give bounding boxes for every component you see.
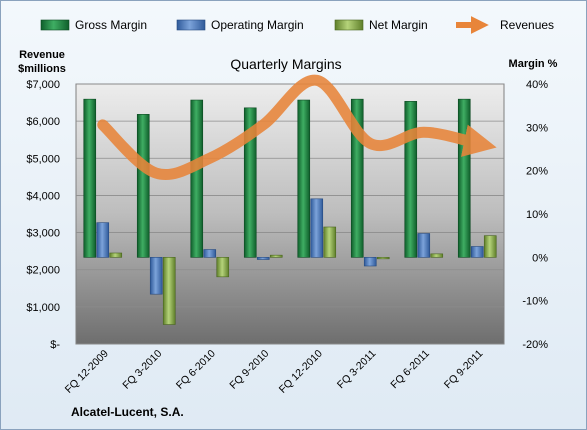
net-margin-bar [323,226,337,258]
category-label: FQ 3-2011 [335,348,379,392]
legend-label: Operating Margin [211,18,304,32]
legend-label: Gross Margin [75,18,147,32]
operating-margin-bar [310,198,324,258]
bars [83,98,497,325]
category-label: FQ 9-2010 [227,348,271,392]
legend-label: Net Margin [369,18,428,32]
right-axis-tick: -10% [522,296,548,308]
net-margin-bar [376,257,390,260]
right-axis-tick: 0% [532,252,548,264]
operating-margin-bar [363,257,377,267]
gross-margin-bar [83,98,97,258]
company-name: Alcatel-Lucent, S.A. [71,405,184,419]
net-margin-bar [162,257,176,325]
left-axis-tick: $- [50,339,60,351]
operating-margin-bar [96,222,110,258]
operating-margin-bar [256,257,270,260]
operating-margin-bar [203,249,217,258]
revenue-line [97,74,497,180]
legend-swatch [176,19,206,31]
gross-margin-bar [457,98,471,258]
legend: Gross Margin Operating Margin Net Margin Re… [40,16,554,34]
category-label: FQ 6-2011 [388,348,432,392]
net-margin-bar [483,235,497,258]
left-axis-tick: $5,000 [26,153,60,165]
left-axis-tick: $6,000 [26,116,60,128]
category-label: FQ 12-2009 [63,348,111,396]
legend-swatch [40,19,70,31]
chart-title: Quarterly Margins [230,56,341,72]
net-margin-bar [430,253,444,258]
legend-swatch [334,19,364,31]
left-axis-tick: $2,000 [26,265,60,277]
left-axis-tick: $3,000 [26,228,60,240]
left-axis-tick: $4,000 [26,190,60,202]
gross-margin-bar [404,101,418,258]
operating-margin-bar [149,257,163,295]
right-axis-tick: 20% [526,166,548,178]
right-axis-tick: 10% [526,209,548,221]
operating-margin-bar [470,246,484,258]
right-axis-tick: 30% [526,122,548,134]
gross-margin-bar [243,107,257,258]
gross-margin-bar [190,99,204,258]
operating-margin-bar [417,233,431,258]
left-axis-tick: $1,000 [26,302,60,314]
net-margin-bar [216,257,230,278]
net-margin-bar [269,254,283,258]
left-axis-tick: $7,000 [26,79,60,91]
net-margin-bar [109,252,123,258]
left-axis-title-line1: Revenue [19,49,65,61]
category-label: FQ 3-2010 [120,348,164,392]
category-label: FQ 9-2011 [442,348,486,392]
right-axis-tick: 40% [526,79,548,91]
category-label: FQ 12-2010 [277,348,325,396]
right-axis-tick: -20% [522,339,548,351]
legend-label: Revenues [500,18,554,32]
gross-margin-bar [297,99,311,258]
revenues-line [97,74,497,180]
category-label: FQ 6-2010 [174,348,218,392]
right-axis-title: Margin % [509,58,558,70]
left-axis-title-line2: $millions [18,63,66,75]
gross-margin-bar [136,114,150,258]
